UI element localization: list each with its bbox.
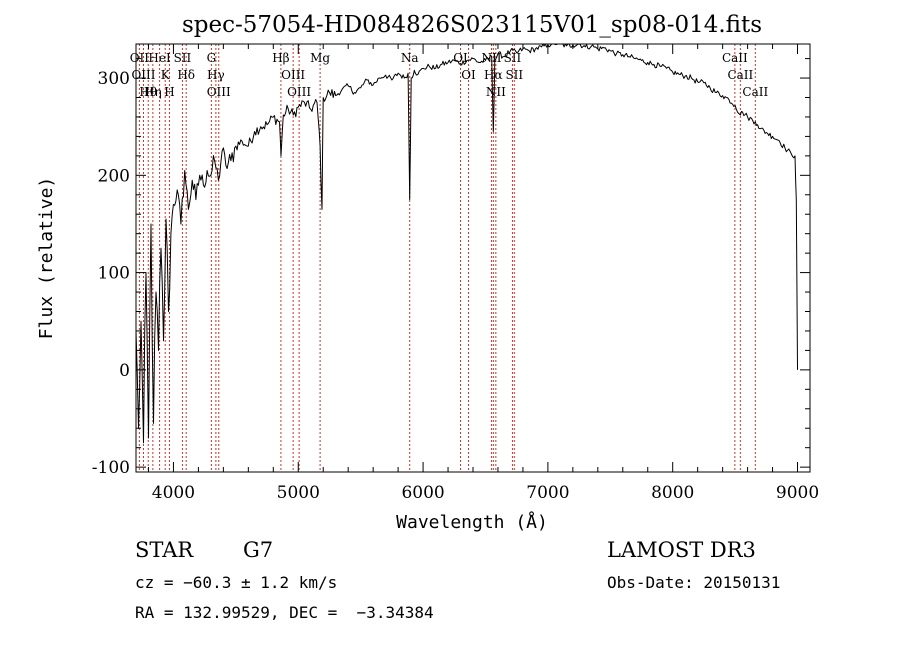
line-label-1: OII [130,51,150,65]
survey-name: LAMOST DR3 [607,538,756,562]
series-layer [135,43,798,444]
y-tick-label--100: -100 [92,458,130,478]
line-label-12: Hβ [272,51,289,65]
x-axis-label: Wavelength (Å) [396,511,548,533]
coordinates: RA = 132.99529, DEC = −3.34384 [135,603,434,622]
x-tick-label-9000: 9000 [776,483,819,503]
line-label-0: Hθ [139,85,157,99]
line-label-10: Hγ [207,68,225,82]
object-subclass: G7 [243,538,274,562]
redshift-cz: cz = −60.3 ± 1.2 km/s [135,573,338,592]
line-label-20: Hα [484,68,503,82]
plot-frame [135,43,811,473]
line-label-11: OIII [207,85,231,99]
x-tick-label-8000: 8000 [651,483,694,503]
observation-date: Obs-Date: 20150131 [607,573,781,592]
y-axis-label: Flux (relative) [36,177,57,340]
line-label-16: Na [401,51,419,65]
x-tick-label-5000: 5000 [277,483,320,503]
x-tick-label-7000: 7000 [526,483,569,503]
object-class: STAR [135,538,194,562]
y-tick-label-200: 200 [98,166,130,186]
line-label-9: G [207,51,217,65]
line-label-6: H [164,85,174,99]
y-tick-label-300: 300 [98,69,130,89]
x-tick-label-6000: 6000 [401,483,444,503]
x-tick-label-4000: 4000 [152,483,195,503]
line-label-4: HeI [148,51,171,65]
line-label-2: OIII [131,68,155,82]
line-label-14: OIII [287,85,311,99]
line-label-23: SII [505,68,523,82]
emission-lines [138,44,756,472]
line-label-15: Mg [310,51,330,65]
line-label-5: K [161,68,171,82]
line-label-3: Hη [144,85,162,99]
chart-title: spec-57054-HD084826S023115V01_sp08-014.f… [182,12,762,38]
line-label-22: SII [504,51,522,65]
y-tick-label-100: 100 [98,264,130,284]
line-label-8: Hδ [177,68,195,82]
line-label-24: CaII [722,51,748,65]
line-label-7: SII [174,51,192,65]
line-label-21: NII [486,85,506,99]
spectrum-line [135,43,798,444]
y-tick-label-0: 0 [119,361,130,381]
line-label-18: OI [461,68,476,82]
line-label-26: CaII [742,85,768,99]
axis-ticks: 4000 5000 6000 7000 8000 9000 -100 0 100 200 300 [92,44,819,503]
line-label-13: OIII [281,68,305,82]
line-label-25: CaII [727,68,753,82]
line-label-17: OI [453,51,468,65]
